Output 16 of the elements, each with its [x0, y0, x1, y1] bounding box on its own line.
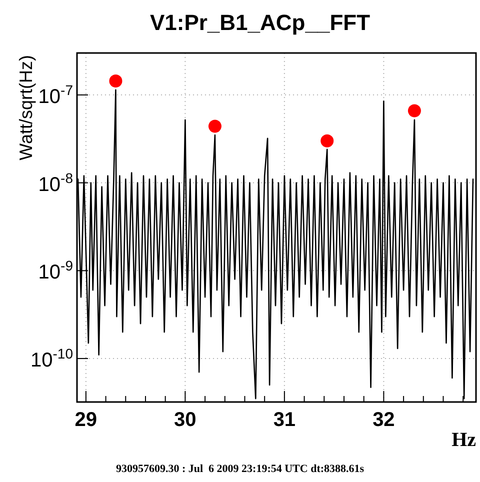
point [408, 104, 421, 118]
x-axis-title: Hz [452, 429, 476, 451]
y-tick-label: 10$^{-9}$ [38, 258, 74, 284]
x-tick-label: 32 [372, 409, 395, 431]
point [109, 74, 122, 88]
chart-title: V1:Pr_B1_ACp__FFT [150, 10, 371, 35]
x-tick-label: 31 [273, 409, 296, 431]
point [208, 120, 222, 133]
y-axis-title: Watt/sqrt(Hz) [16, 55, 36, 160]
text: 930957609.30 : Jul 6 2009 23:19:54 UTC dt:8388.61s [116, 463, 365, 475]
x-tick-label: 29 [74, 409, 98, 431]
y-tick-label: 10$^{-8}$ [38, 170, 74, 196]
y-tick-label: 10$^{-7}$ [38, 82, 74, 108]
point [320, 134, 334, 148]
x-tick-label: 30 [174, 409, 196, 431]
y-tick-label: 10$^{-10}$ [30, 346, 74, 372]
